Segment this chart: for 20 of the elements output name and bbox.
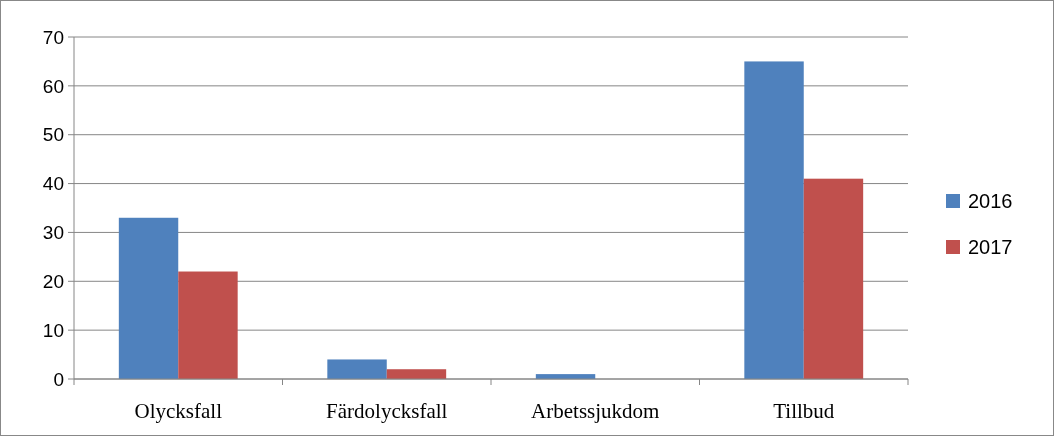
x-tick-label: Tillbud xyxy=(773,399,835,423)
legend-label: 2016 xyxy=(968,190,1013,212)
y-tick-label: 30 xyxy=(42,222,64,244)
bar xyxy=(178,271,238,379)
y-tick-label: 50 xyxy=(42,124,64,146)
legend-label: 2017 xyxy=(968,236,1013,258)
bar xyxy=(118,217,179,379)
x-tick-label: Arbetssjukdom xyxy=(531,399,660,423)
bar xyxy=(386,369,447,379)
y-tick-label: 60 xyxy=(42,75,64,97)
y-tick-label: 20 xyxy=(42,270,64,292)
y-tick-label: 40 xyxy=(42,173,64,195)
x-tick-label: Olycksfall xyxy=(134,399,223,423)
y-tick-label: 0 xyxy=(53,368,64,390)
bar xyxy=(803,178,864,379)
y-tick-label: 70 xyxy=(42,26,64,48)
bar xyxy=(744,61,804,379)
bar xyxy=(327,359,387,379)
y-tick-label: 10 xyxy=(42,319,64,341)
x-tick-label: Färdolycksfall xyxy=(326,399,448,423)
